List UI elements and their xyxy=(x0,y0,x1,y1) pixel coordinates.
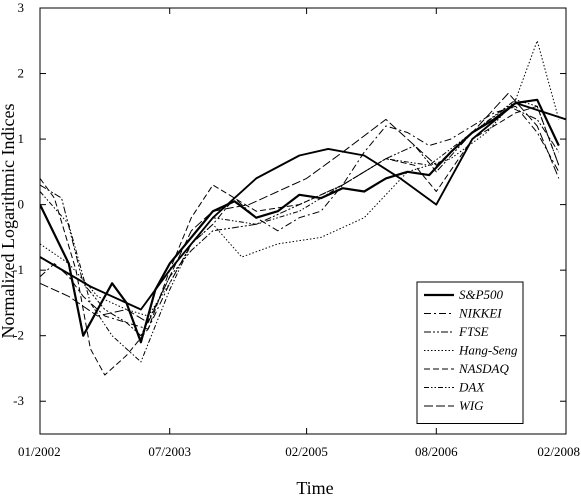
y-axis-label: Normalized Logarithmic Indices xyxy=(0,104,18,339)
x-tick-label: 02/2005 xyxy=(285,444,328,459)
legend-label: NASDAQ xyxy=(458,361,509,376)
series-line-s-p500 xyxy=(40,98,560,344)
series-line-dax xyxy=(40,99,560,363)
series-line-nasdaq xyxy=(40,105,560,376)
series-layer xyxy=(40,40,566,376)
plot-frame xyxy=(39,7,567,435)
legend-label: WIG xyxy=(459,398,484,413)
y-tick-label: -3 xyxy=(13,393,24,408)
y-tick-label: 0 xyxy=(18,197,25,212)
legend-label: DAX xyxy=(458,380,485,395)
y-tick-label: 2 xyxy=(18,66,25,81)
x-tick-label: 02/2008 xyxy=(537,444,580,459)
legend: S&P500 NIKKEI FTSE Hang-Seng NASDAQ DAX WIG xyxy=(416,281,524,424)
series-line-hang-seng xyxy=(40,40,560,317)
legend-label: S&P500 xyxy=(459,287,504,302)
x-tick-label: 01/2002 xyxy=(18,444,61,459)
x-tick-label: 07/2003 xyxy=(148,444,191,459)
legend-label: NIKKEI xyxy=(458,306,502,321)
y-tick-label: -2 xyxy=(13,328,24,343)
ticks-layer: -3 -2 -1 0 1 2 3 01/2002 07/2003 02/2005 08/2006 02… xyxy=(13,0,580,459)
x-axis-label: Time xyxy=(296,478,333,498)
y-tick-label: -1 xyxy=(13,262,24,277)
x-tick-label: 08/2006 xyxy=(415,444,458,459)
series-line-fit-curve xyxy=(40,102,566,311)
y-tick-label: 1 xyxy=(18,131,25,146)
y-tick-label: 3 xyxy=(18,0,25,15)
legend-box xyxy=(416,281,524,424)
legend-label: Hang-Seng xyxy=(458,343,518,358)
legend-label: FTSE xyxy=(458,324,489,339)
series-line-nikkei xyxy=(40,105,560,330)
